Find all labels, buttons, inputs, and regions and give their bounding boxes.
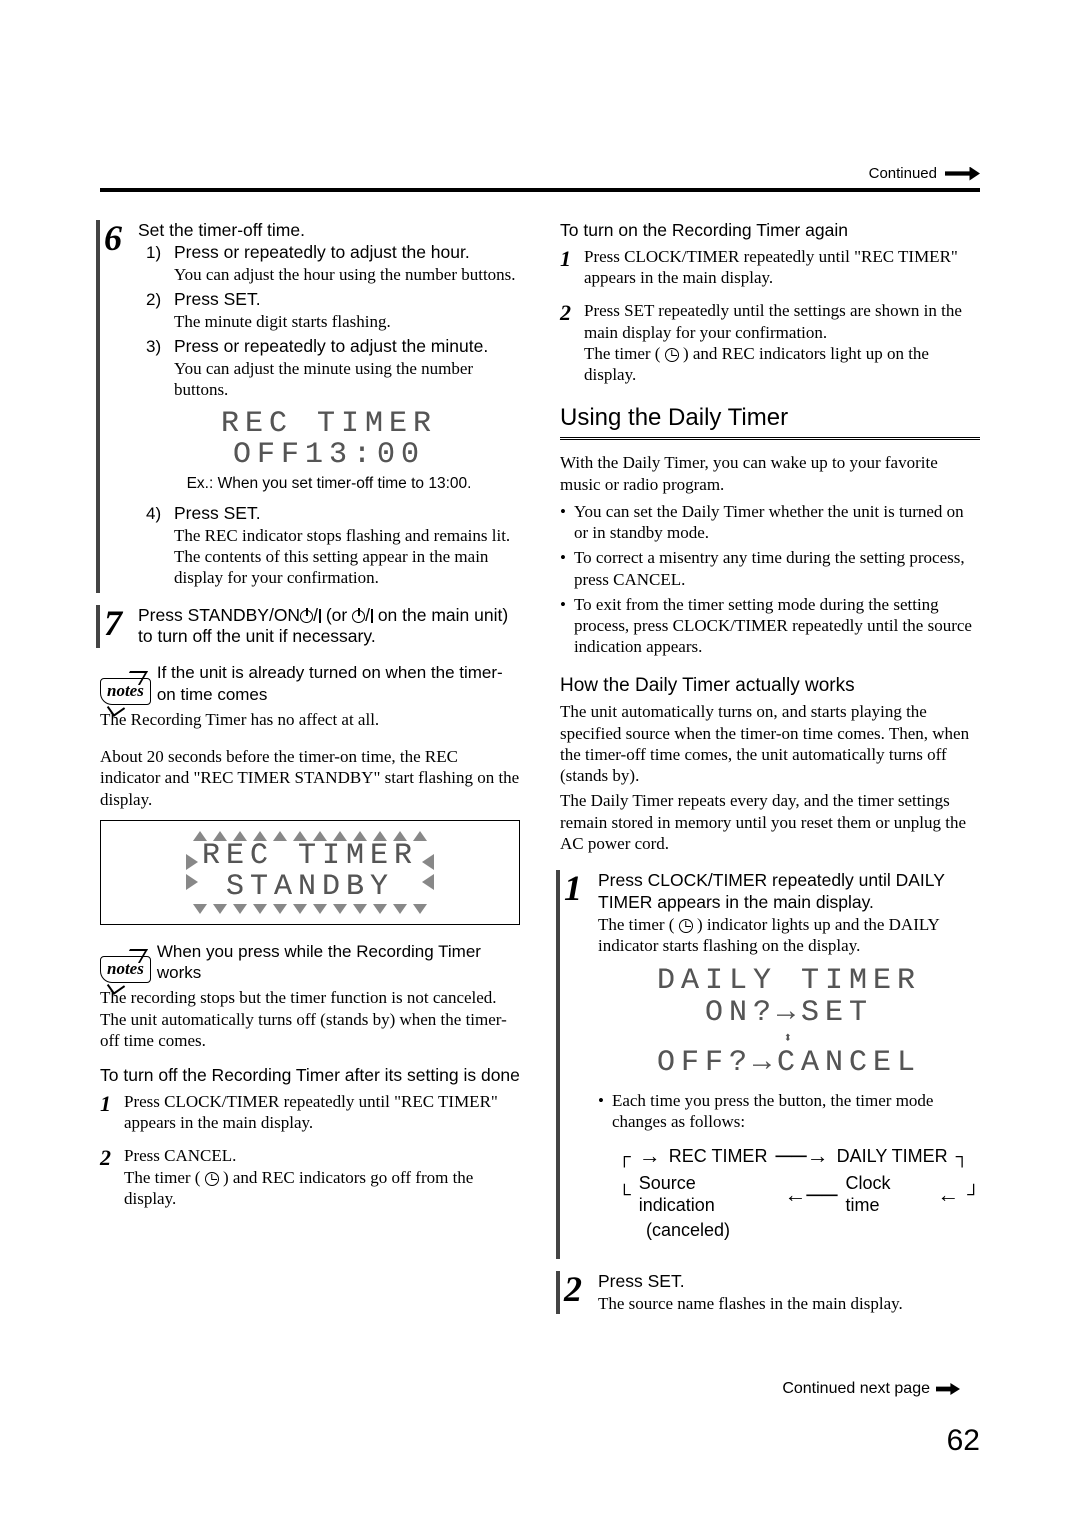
turn-off-heading: To turn off the Recording Timer after it… bbox=[100, 1065, 520, 1087]
power-icon bbox=[300, 610, 313, 623]
timer-icon bbox=[679, 919, 693, 933]
substep-idx: 1) bbox=[146, 242, 168, 285]
notes-icon: notes bbox=[100, 956, 151, 983]
notes-icon: notes bbox=[100, 678, 151, 705]
step7-text: Press STANDBY/ON/ (or / on the main unit… bbox=[138, 605, 520, 649]
turnon-step-1: 1 Press CLOCK/TIMER repeatedly until "RE… bbox=[560, 246, 980, 289]
step-number: 6 bbox=[104, 220, 130, 593]
page-number: 62 bbox=[947, 1424, 980, 1458]
display-caption: Ex.: When you set timer-off time to 13:0… bbox=[138, 474, 520, 493]
timer-icon bbox=[665, 348, 679, 362]
content-columns: 6 Set the timer-off time. 1)Press or rep… bbox=[100, 220, 980, 1326]
step-body: Set the timer-off time. 1)Press or repea… bbox=[138, 220, 520, 593]
daily-bullets: •You can set the Daily Timer whether the… bbox=[560, 501, 980, 658]
step-6: 6 Set the timer-off time. 1)Press or rep… bbox=[96, 220, 520, 593]
daily-step-1: 1 Press CLOCK/TIMER repeatedly until DAI… bbox=[556, 870, 980, 1259]
turnoff-step-2: 2 Press CANCEL. The timer ( ) and REC in… bbox=[100, 1145, 520, 1209]
cycle-diagram: ┌→ REC TIMER ──→ DAILY TIMER ┐ └ Source … bbox=[618, 1142, 980, 1241]
step-7: 7 Press STANDBY/ON/ (or / on the main un… bbox=[96, 605, 520, 649]
left-column: 6 Set the timer-off time. 1)Press or rep… bbox=[100, 220, 520, 1326]
note-1: notes If the unit is already turned on w… bbox=[100, 662, 520, 705]
timer-icon bbox=[205, 1172, 219, 1186]
arrow-right-icon bbox=[945, 167, 980, 181]
how-works-heading: How the Daily Timer actually works bbox=[560, 674, 980, 698]
turnoff-step-1: 1 Press CLOCK/TIMER repeatedly until "RE… bbox=[100, 1091, 520, 1134]
step6-substeps: 1)Press or repeatedly to adjust the hour… bbox=[146, 242, 520, 401]
arrow-right-icon bbox=[936, 1383, 960, 1395]
note-2: notes When you press while the Recording… bbox=[100, 941, 520, 984]
updown-icon: ⬍ bbox=[784, 1032, 794, 1047]
continued-label: Continued bbox=[869, 165, 937, 182]
para-standby: About 20 seconds before the timer-on tim… bbox=[100, 746, 520, 810]
top-rule bbox=[100, 188, 980, 192]
daily-intro: With the Daily Timer, you can wake up to… bbox=[560, 452, 980, 495]
header-continued: Continued bbox=[869, 165, 980, 182]
step6-lead: Set the timer-off time. bbox=[138, 220, 520, 242]
section-heading: Using the Daily Timer bbox=[560, 403, 980, 440]
step-number: 7 bbox=[104, 605, 130, 649]
turn-on-heading: To turn on the Recording Timer again bbox=[560, 220, 980, 242]
right-column: To turn on the Recording Timer again 1 P… bbox=[560, 220, 980, 1326]
continued-next-page: Continued next page bbox=[782, 1380, 960, 1398]
power-icon bbox=[352, 610, 365, 623]
daily-step-2: 2 Press SET. The source name flashes in … bbox=[556, 1271, 980, 1314]
standby-display-box: REC TIMER STANDBY bbox=[100, 820, 520, 925]
daily-timer-display: DAILY TIMER ON?→SET ⬍ OFF?→CANCEL bbox=[598, 966, 980, 1079]
rec-timer-display: REC TIMER OFF13:00 bbox=[138, 409, 520, 472]
turnon-step-2: 2 Press SET repeatedly until the setting… bbox=[560, 300, 980, 385]
